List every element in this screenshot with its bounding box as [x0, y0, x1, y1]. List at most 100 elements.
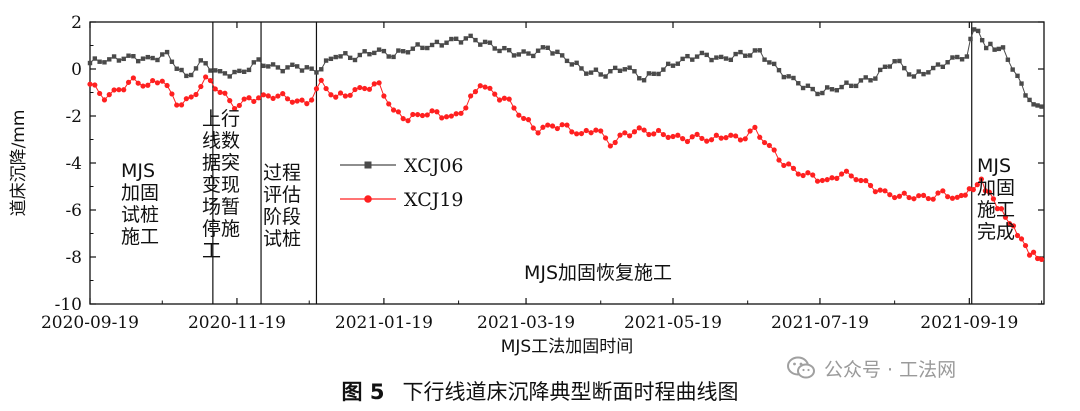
data-point-xcj19 [896, 193, 903, 199]
data-point-xcj19 [699, 135, 705, 142]
data-point-xcj19 [135, 80, 141, 86]
data-point-xcj06 [752, 48, 758, 53]
data-point-xcj06 [608, 69, 613, 74]
data-point-xcj06 [294, 64, 300, 69]
data-point-xcj06 [506, 47, 512, 53]
data-point-xcj19 [106, 92, 112, 98]
data-point-xcj06 [955, 54, 960, 60]
data-point-xcj19 [472, 89, 479, 95]
data-point-xcj19 [236, 102, 242, 109]
data-point-xcj19 [723, 135, 729, 141]
data-point-xcj06 [646, 71, 652, 76]
data-point-xcj19 [154, 80, 161, 86]
data-point-xcj06 [261, 63, 266, 69]
data-point-xcj06 [150, 55, 155, 61]
data-point-xcj06 [815, 91, 820, 97]
data-point-xcj19 [994, 206, 1001, 212]
data-point-xcj06 [690, 57, 695, 62]
data-point-xcj06 [781, 74, 787, 80]
data-point-xcj19 [203, 74, 209, 80]
data-point-xcj06 [598, 72, 603, 77]
data-point-xcj06 [916, 69, 921, 74]
data-point-xcj06 [853, 83, 859, 89]
data-point-xcj19 [458, 110, 464, 116]
data-point-xcj19 [256, 95, 262, 101]
data-point-xcj06 [656, 71, 661, 77]
data-point-xcj19 [925, 195, 931, 202]
data-point-xcj19 [978, 176, 984, 182]
data-point-xcj06 [930, 65, 936, 71]
data-point-xcj19 [607, 143, 613, 149]
data-point-xcj06 [921, 71, 926, 77]
data-point-xcj06 [193, 66, 199, 71]
data-point-xcj19 [670, 133, 676, 140]
data-point-xcj19 [617, 132, 623, 138]
data-point-xcj06 [410, 46, 416, 51]
data-point-xcj06 [396, 48, 401, 53]
data-point-xcj06 [796, 81, 801, 86]
wechat-icon [787, 356, 815, 379]
data-point-xcj06 [805, 83, 811, 88]
data-point-xcj06 [309, 66, 314, 71]
data-point-xcj19 [97, 90, 103, 97]
x-tick-label: 2020-11-19 [188, 313, 286, 333]
data-point-xcj19 [145, 82, 151, 88]
data-point-xcj19 [1014, 232, 1021, 239]
data-point-xcj06 [897, 58, 902, 64]
data-point-xcj19 [776, 157, 782, 163]
data-point-xcj19 [916, 193, 922, 199]
data-point-xcj06 [776, 67, 782, 73]
data-point-xcj06 [733, 51, 738, 57]
data-point-xcj06 [964, 54, 970, 59]
data-point-xcj19 [251, 98, 257, 105]
data-point-xcj19 [631, 129, 638, 135]
data-point-xcj06 [473, 37, 478, 43]
data-point-xcj06 [425, 45, 430, 51]
data-point-xcj06 [844, 80, 849, 85]
data-point-xcj19 [333, 94, 339, 100]
data-point-xcj06 [352, 57, 358, 63]
data-point-xcj19 [665, 134, 671, 140]
data-point-xcj19 [270, 95, 276, 102]
watermark: 公众号 · 工法网 [786, 354, 956, 382]
data-point-xcj06 [935, 62, 941, 67]
data-point-xcj06 [376, 47, 382, 52]
data-point-xcj19 [920, 192, 927, 198]
data-point-xcj19 [752, 124, 758, 130]
legend-label-xcj06: XCJ06 [404, 155, 464, 177]
data-point-xcj06 [882, 64, 888, 69]
data-point-xcj19 [549, 123, 556, 129]
data-point-xcj06 [290, 62, 295, 67]
data-point-xcj06 [1031, 102, 1036, 107]
data-point-xcj06 [280, 68, 285, 74]
data-point-xcj19 [535, 130, 541, 136]
legend-marker-xcj06 [364, 161, 372, 169]
data-point-xcj06 [992, 47, 997, 52]
data-point-xcj06 [140, 56, 146, 61]
data-point-xcj06 [723, 56, 729, 61]
data-point-xcj19 [198, 83, 204, 90]
data-point-xcj06 [637, 76, 642, 81]
data-point-xcj06 [343, 51, 348, 56]
data-point-xcj19 [757, 134, 763, 140]
data-point-xcj19 [839, 171, 845, 177]
data-point-xcj19 [790, 165, 797, 171]
data-point-xcj19 [863, 178, 869, 184]
data-point-xcj19 [713, 132, 719, 138]
data-point-xcj19 [241, 96, 247, 102]
data-point-xcj06 [584, 71, 589, 76]
data-point-xcj06 [237, 68, 242, 74]
data-point-xcj19 [588, 130, 594, 136]
series-line-xcj06 [89, 28, 1042, 108]
data-point-xcj19 [848, 173, 854, 179]
data-point-xcj06 [299, 68, 305, 73]
data-point-xcj06 [188, 72, 194, 78]
data-point-xcj06 [714, 55, 719, 60]
data-point-xcj19 [227, 98, 233, 104]
data-point-xcj19 [655, 127, 662, 134]
data-point-xcj19 [125, 79, 132, 85]
data-point-xcj19 [641, 127, 647, 133]
data-point-xcj19 [612, 139, 618, 146]
data-point-xcj06 [820, 90, 825, 96]
data-point-xcj06 [743, 53, 748, 58]
